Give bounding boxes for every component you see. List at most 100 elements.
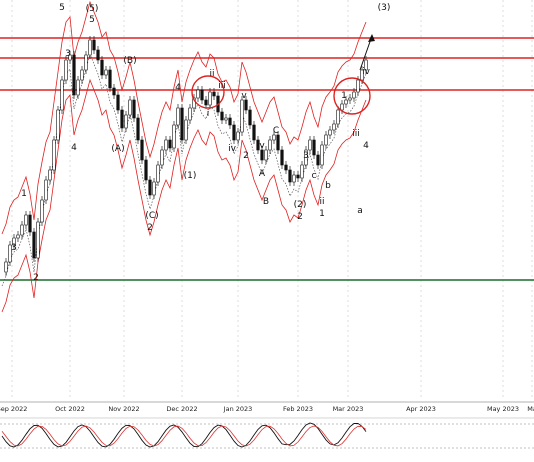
candle-body [176,107,180,126]
candle-body [92,39,96,51]
candle-body [204,99,208,106]
candle-body [172,124,176,149]
x-tick-label: Oct 2022 [55,405,85,413]
candles [4,36,368,276]
x-tick-label: Nov 2022 [108,405,139,413]
candle-body [348,97,352,101]
osc-d-line [1,425,367,447]
candle-body [104,69,108,76]
wave-label: iii [218,81,226,91]
candle-body [16,234,20,239]
grid [11,0,533,400]
candle-body [248,109,252,126]
x-tick-label: May 2023 [487,405,519,413]
candle-body [160,149,164,166]
candle-body [320,144,324,166]
candle-body [272,134,276,141]
candle-body [132,99,136,119]
wave-label: 1 [21,189,27,199]
x-tick-label: Ma [527,405,534,413]
x-tick-label: Jan 2023 [223,405,253,413]
wave-label: 4 [71,143,77,153]
wave-label: B [263,197,269,207]
candle-body [324,134,328,146]
candle-body [256,139,260,151]
candle-body [88,39,92,56]
candle-body [60,79,64,111]
candle-body [200,89,204,101]
lower-band [1,78,367,313]
candle-body [112,87,116,96]
wave-label: i [207,109,210,119]
candle-body [356,79,360,93]
candle-body [224,117,228,121]
candle-body [288,169,292,183]
candle-body [344,99,348,105]
candle-body [20,224,24,236]
wave-label: (5) [86,4,99,14]
candle-body [164,139,168,151]
candle-body [276,134,280,151]
wave-label: (3) [378,3,391,13]
candle-body [76,79,80,96]
x-tick-label: Mar 2023 [333,405,364,413]
candle-body [64,59,68,81]
candle-body [44,179,48,201]
wave-label: 1 [319,209,325,219]
candle-body [32,231,36,259]
candle-body [284,164,288,171]
candle-body [140,139,144,161]
wave-label: A [259,169,266,179]
wave-labels: (5)534(B)(A)(C)213524(1)iiiiiiivvABC(2)2… [11,3,390,283]
candle-body [168,139,172,149]
candle-body [156,164,160,183]
wave-label: 4 [363,141,369,151]
wave-label: 3 [65,49,71,59]
wave-circles [191,34,375,115]
candle-body [108,69,112,89]
candle-body [292,174,296,183]
candle-body [152,181,156,196]
candle-body [260,149,264,161]
x-tick-label: Feb 2023 [283,405,313,413]
candle-body [36,221,40,259]
candle-body [52,139,56,171]
x-axis: Sep 2022 Oct 2022 Nov 2022 Dec 2022 Jan 2023… [0,401,534,413]
candle-body [308,139,312,151]
candle-body [240,99,244,133]
candle-body [264,149,268,161]
oscillator-panel [0,417,534,449]
candle-body [316,154,320,166]
candle-body [100,59,104,76]
candle-body [4,261,8,273]
candle-body [332,123,336,131]
candle-body [232,124,236,141]
wave-label: iv [362,67,371,77]
wave-label: b [325,181,331,191]
horizontal-levels [0,37,534,281]
candle-body [252,124,256,141]
candle-body [96,49,100,61]
wave-label: (C) [145,211,158,221]
wave-label: C [273,126,279,136]
candle-body [220,111,224,121]
candle-body [136,117,140,141]
x-tick-label: Sep 2022 [0,405,27,413]
highlight-circle [191,75,225,109]
wave-label: 5 [59,3,65,13]
wave-label: a [357,206,363,216]
wave-label: 4 [175,83,181,93]
candle-body [304,149,308,166]
candle-body [352,91,356,99]
candle-body [144,159,148,181]
wave-label: (2) [294,200,307,210]
candle-body [312,139,316,156]
candle-body [228,117,232,126]
wave-label: 1 [341,91,347,101]
candle-body [184,119,188,141]
wave-label: 2 [33,273,39,283]
wave-label: 5 [89,15,95,25]
candle-body [148,179,152,196]
wave-label: ii [209,69,214,79]
candle-body [116,94,120,111]
